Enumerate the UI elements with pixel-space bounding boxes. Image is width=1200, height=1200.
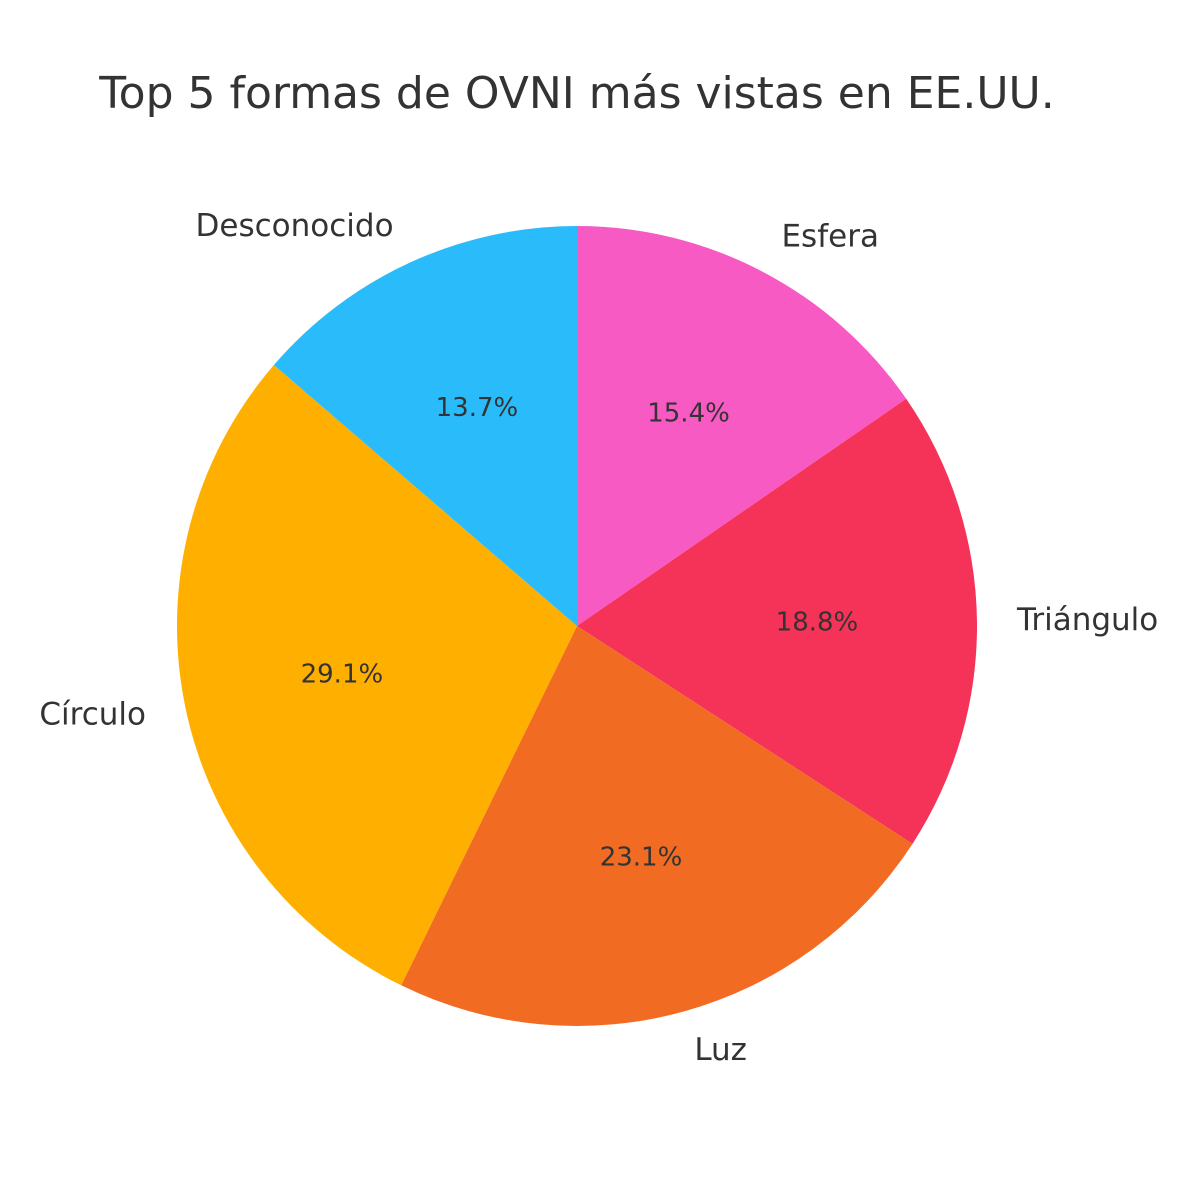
pie-category-label: Luz — [694, 1032, 747, 1068]
pie-percent-label: 23.1% — [600, 842, 683, 872]
pie-percent-label: 29.1% — [301, 659, 384, 689]
pie-percent-label: 15.4% — [647, 398, 730, 428]
pie-category-label: Triángulo — [1016, 602, 1158, 638]
pie-category-label: Desconocido — [196, 208, 394, 244]
pie-labels: 15.4% Esfera 18.8% Triángulo 23.1% Luz 29.1% Cí… — [39, 208, 1158, 1068]
pie-percent-label: 13.7% — [436, 393, 519, 423]
chart-title: Top 5 formas de OVNI más vistas en EE.UU… — [99, 68, 1055, 119]
pie-slice-círculo — [177, 365, 577, 986]
pie-category-label: Círculo — [39, 696, 146, 732]
pie-slice-triángulo — [577, 398, 977, 844]
pie-slice-esfera — [577, 226, 907, 626]
pie-slices — [177, 226, 977, 1026]
pie-category-label: Esfera — [781, 218, 878, 254]
pie-slice-desconocido — [273, 226, 577, 626]
pie-slice-luz — [401, 626, 913, 1026]
pie-percent-label: 18.8% — [776, 608, 859, 638]
